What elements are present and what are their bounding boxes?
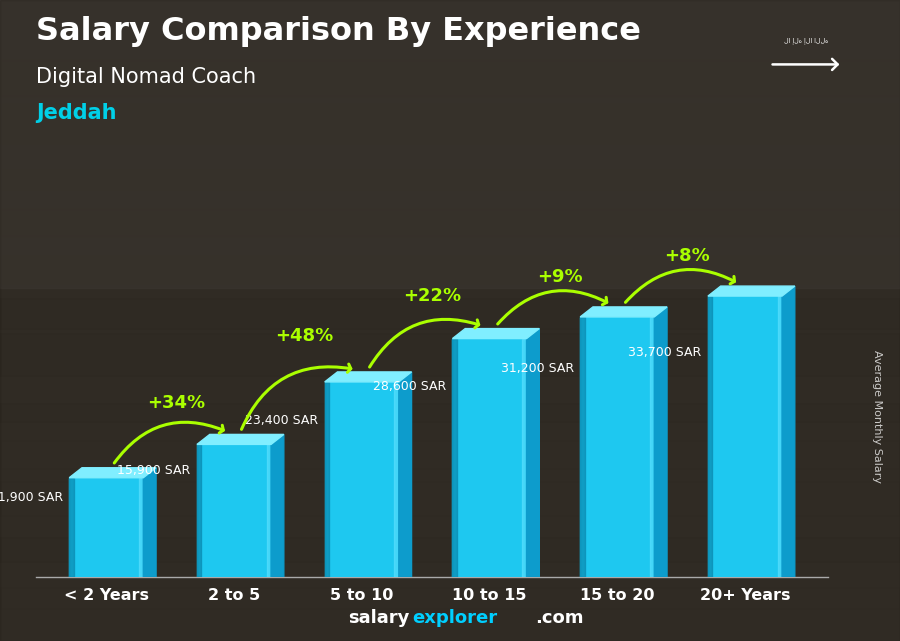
Bar — [394, 382, 399, 577]
Bar — [69, 478, 74, 577]
Polygon shape — [453, 329, 539, 338]
Polygon shape — [325, 372, 411, 382]
Text: +48%: +48% — [275, 327, 333, 345]
Bar — [0, 356, 900, 376]
Bar — [453, 338, 457, 577]
Text: Jeddah: Jeddah — [36, 103, 116, 122]
Bar — [580, 317, 585, 577]
Bar — [325, 382, 329, 577]
Text: +34%: +34% — [148, 394, 205, 412]
Polygon shape — [782, 286, 795, 577]
Text: 15,900 SAR: 15,900 SAR — [117, 464, 191, 478]
Bar — [266, 444, 271, 577]
Text: 23,400 SAR: 23,400 SAR — [245, 414, 319, 428]
Bar — [197, 444, 202, 577]
Bar — [139, 478, 143, 577]
Text: Average Monthly Salary: Average Monthly Salary — [872, 350, 883, 483]
Polygon shape — [399, 372, 411, 577]
Bar — [0, 60, 900, 96]
Text: salary: salary — [348, 609, 410, 627]
Text: .com: .com — [536, 609, 584, 627]
Polygon shape — [526, 329, 539, 577]
Bar — [197, 444, 271, 577]
Bar — [0, 526, 900, 562]
Bar — [69, 478, 143, 577]
Polygon shape — [69, 468, 156, 478]
Text: Salary Comparison By Experience: Salary Comparison By Experience — [36, 16, 641, 47]
Polygon shape — [708, 286, 795, 296]
Bar — [0, 148, 900, 189]
Polygon shape — [271, 435, 284, 577]
Bar — [708, 296, 713, 577]
Bar — [0, 261, 900, 283]
Bar — [0, 0, 900, 288]
Text: 33,700 SAR: 33,700 SAR — [628, 345, 701, 359]
Bar — [453, 338, 526, 577]
Text: لا إله إلا الله: لا إله إلا الله — [784, 37, 828, 44]
Text: Digital Nomad Coach: Digital Nomad Coach — [36, 67, 256, 87]
Polygon shape — [143, 468, 156, 577]
Bar — [650, 317, 654, 577]
Text: explorer: explorer — [412, 609, 498, 627]
Bar — [0, 431, 900, 469]
Bar — [325, 382, 399, 577]
Bar — [0, 111, 900, 143]
Text: +9%: +9% — [537, 268, 582, 286]
Text: 28,600 SAR: 28,600 SAR — [373, 379, 446, 393]
Bar — [0, 487, 900, 516]
Text: 31,200 SAR: 31,200 SAR — [500, 362, 574, 376]
Text: 11,900 SAR: 11,900 SAR — [0, 491, 63, 504]
Bar — [580, 317, 654, 577]
Bar — [0, 395, 900, 422]
Polygon shape — [654, 307, 667, 577]
Bar — [708, 296, 782, 577]
Bar — [522, 338, 526, 577]
Text: +8%: +8% — [664, 247, 710, 265]
Bar — [0, 567, 900, 609]
Bar — [0, 289, 900, 329]
Bar — [0, 199, 900, 236]
Text: +22%: +22% — [403, 287, 461, 304]
Bar — [778, 296, 782, 577]
Polygon shape — [197, 435, 284, 444]
Polygon shape — [580, 307, 667, 317]
